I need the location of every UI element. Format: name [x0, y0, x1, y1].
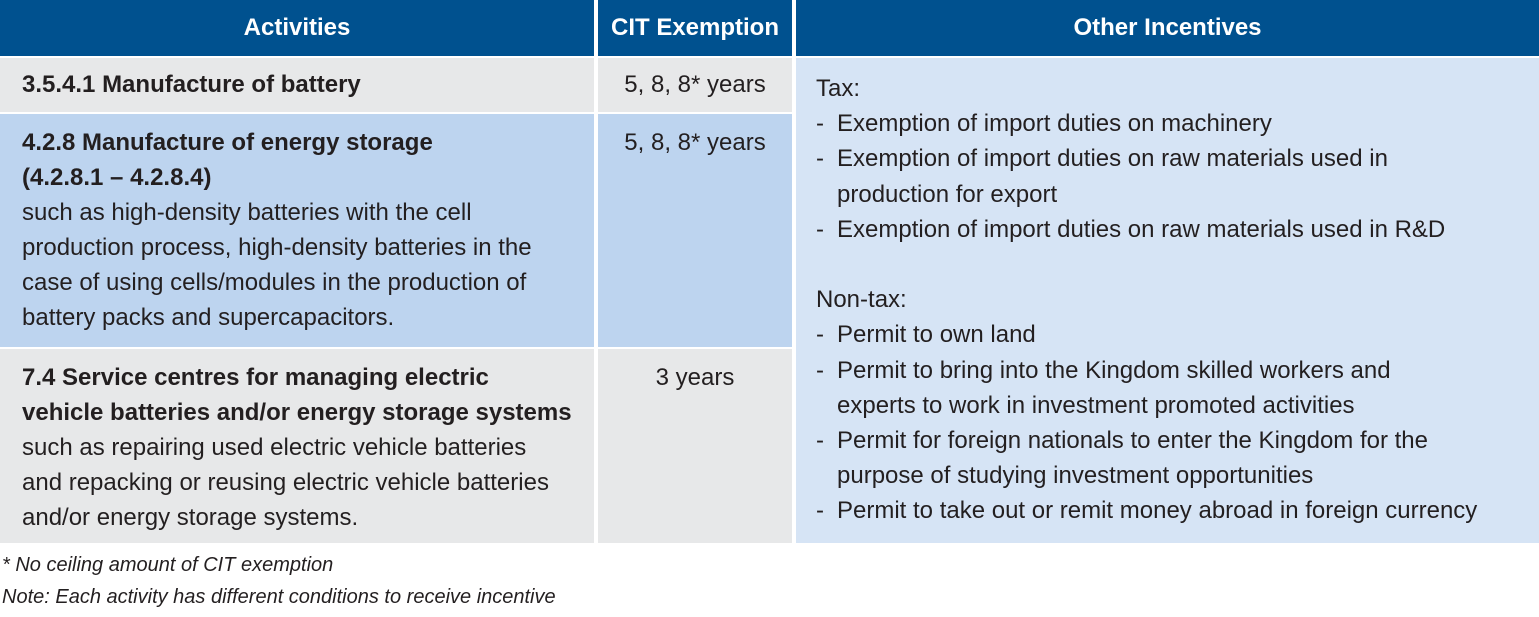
bullet-item: - Permit to bring into the Kingdom skille… [816, 356, 1391, 419]
tax-label: Tax: [816, 75, 861, 102]
bullet-text: Exemption of import duties on machinery [837, 110, 1272, 138]
table-row-activity-2: 4.2.8 Manufacture of energy storage (4.2… [0, 114, 594, 347]
cit-value-2: 5, 8, 8* years [598, 114, 792, 347]
bullet-text: Permit to own land [837, 321, 1036, 349]
header-activities: Activities [0, 0, 594, 56]
bullet-item: - Exemption of import duties on raw mater… [816, 145, 1388, 208]
bullet-text: Permit to bring into the Kingdom skilled… [837, 356, 1391, 419]
other-incentives-cell: Tax: - Exemption of import duties on mach… [796, 58, 1539, 543]
cit-value-1: 5, 8, 8* years [598, 58, 792, 112]
bullet-text: Permit to take out or remit money abroad… [837, 497, 1478, 525]
table-row-activity-1: 3.5.4.1 Manufacture of battery [0, 58, 594, 112]
activity-title: 4.2.8 Manufacture of energy storage (4.2… [22, 129, 433, 191]
cit-value-3: 3 years [598, 349, 792, 543]
footnote-ceiling: * No ceiling amount of CIT exemption [2, 554, 334, 576]
activity-description: such as high-density batteries with the … [22, 199, 532, 331]
bullet-item: - Permit to own land [816, 321, 1036, 349]
nontax-label: Non-tax: [816, 286, 907, 314]
table-row-activity-3: 7.4 Service centres for managing electri… [0, 349, 594, 543]
footnote-note: Note: Each activity has different condit… [2, 586, 556, 608]
bullet-item: - Exemption of import duties on machinery [816, 110, 1272, 138]
bullet-item: - Permit for foreign nationals to enter t… [816, 427, 1428, 490]
bullet-text: Permit for foreign nationals to enter th… [837, 427, 1428, 490]
header-cit-exemption: CIT Exemption [598, 0, 792, 56]
bullet-item: - Permit to take out or remit money abroa… [816, 497, 1478, 525]
bullet-text: Exemption of import duties on raw materi… [837, 215, 1446, 243]
header-other-incentives: Other Incentives [796, 0, 1539, 56]
activity-title: 3.5.4.1 Manufacture of battery [22, 71, 361, 98]
activity-title: 7.4 Service centres for managing electri… [22, 364, 572, 426]
bullet-item: - Exemption of import duties on raw mater… [816, 215, 1446, 243]
activity-description: such as repairing used electric vehicle … [22, 434, 549, 531]
bullet-text: Exemption of import duties on raw materi… [837, 145, 1388, 208]
